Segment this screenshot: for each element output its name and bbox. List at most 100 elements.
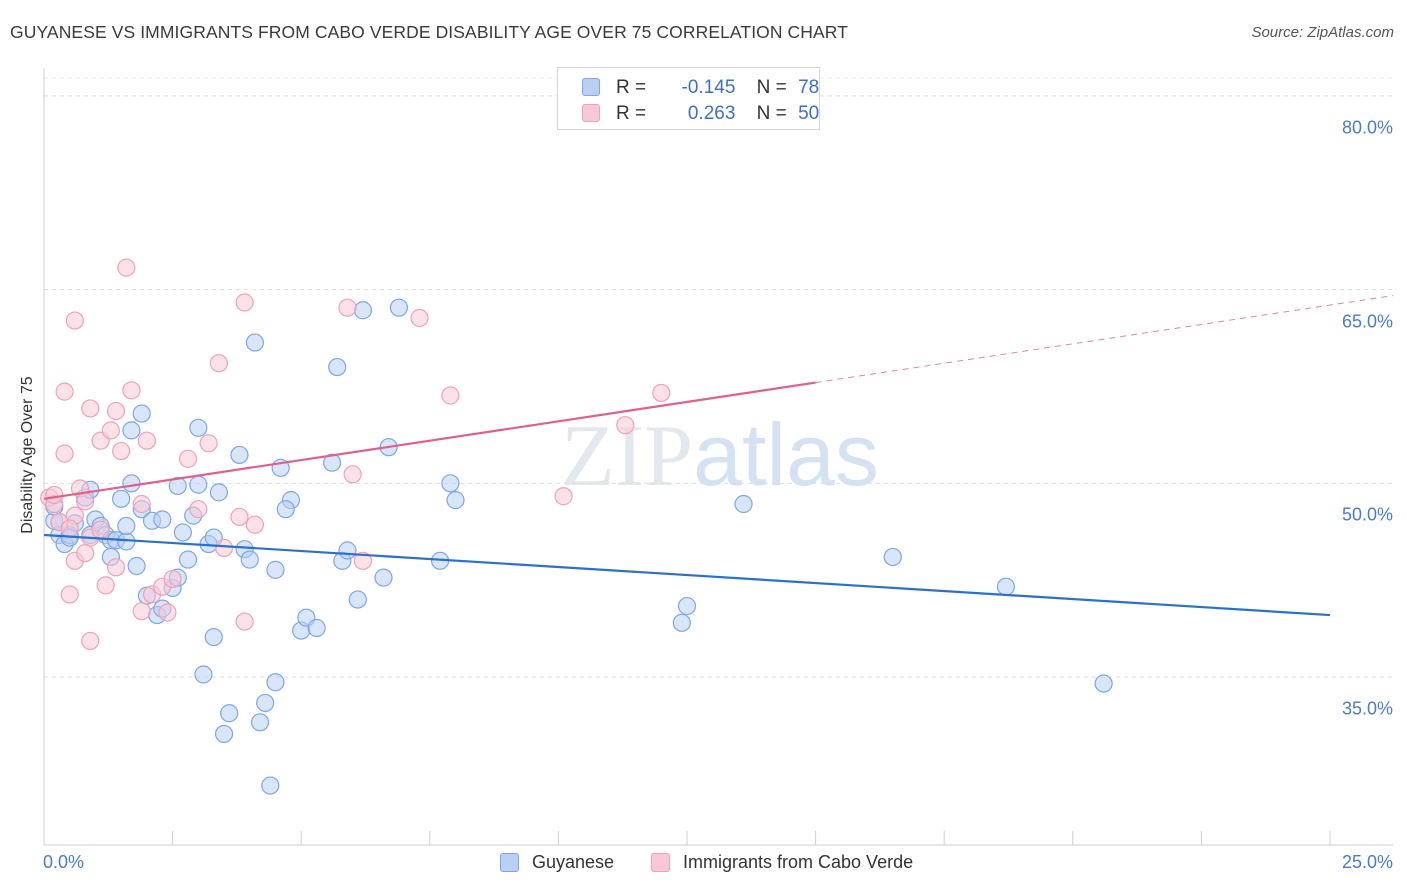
guyanese-point <box>204 627 223 647</box>
cabo-verde-point <box>106 558 126 577</box>
cabo-verde-point <box>117 258 136 277</box>
cabo-verde-trend-line <box>43 381 816 500</box>
guyanese-point <box>672 613 691 632</box>
cabo-verde-point <box>81 631 100 651</box>
guyanese-point <box>168 476 187 496</box>
cabo-verde-point <box>230 507 249 527</box>
guyanese-point <box>883 547 902 567</box>
cabo-verde-point <box>55 382 74 401</box>
cabo-verde-point <box>209 354 228 373</box>
cabo-verde-point <box>410 308 429 328</box>
guyanese-point <box>276 500 295 519</box>
cabo-verde-point <box>554 487 573 506</box>
guyanese-point <box>338 541 357 560</box>
n-label: N = <box>756 103 787 124</box>
cabo-verde-point <box>76 492 95 511</box>
x-tick-label-end: 25.0% <box>1341 852 1393 872</box>
guyanese-point <box>322 453 342 472</box>
guyanese-point <box>214 724 234 744</box>
guyanese-point <box>256 693 275 713</box>
guyanese-point <box>178 550 198 569</box>
watermark: ZIPatlas <box>561 405 879 505</box>
cabo-verde-point <box>122 381 141 400</box>
legend-label: Immigrants from Cabo Verde <box>683 852 914 872</box>
y-tick-label: 35.0% <box>1341 698 1393 719</box>
r-value: -0.145 <box>681 77 736 98</box>
y-tick-label: 50.0% <box>1341 504 1393 525</box>
y-tick-label: 65.0% <box>1341 311 1393 332</box>
cabo-verde-trend-extension <box>815 295 1394 384</box>
cabo-verde-point <box>112 441 131 461</box>
cabo-verde-point <box>76 543 95 563</box>
guyanese-point <box>240 550 259 569</box>
cabo-verde-point <box>163 569 182 589</box>
cabo-verde-point <box>132 494 151 514</box>
guyanese-point <box>389 298 409 317</box>
cabo-verde-point <box>45 485 64 505</box>
cabo-verde-point <box>81 399 100 418</box>
guyanese-point <box>266 560 285 579</box>
n-label: N = <box>756 77 787 98</box>
cabo-verde-point <box>235 612 254 631</box>
legend-label: Guyanese <box>532 852 615 872</box>
cabo-verde-point <box>441 386 460 405</box>
legend-swatch-pink <box>582 104 600 122</box>
cabo-verde-point <box>652 383 671 403</box>
cabo-verde-point <box>178 449 198 468</box>
chart-title: GUYANESE VS IMMIGRANTS FROM CABO VERDE D… <box>10 22 849 42</box>
guyanese-point <box>261 776 280 795</box>
guyanese-point <box>348 590 367 609</box>
guyanese-point <box>194 665 213 684</box>
guyanese-point <box>153 510 172 529</box>
cabo-verde-point <box>235 293 254 312</box>
guyanese-point <box>734 494 753 514</box>
legend-swatch-blue <box>582 78 600 96</box>
guyanese-point <box>173 523 192 542</box>
guyanese-point <box>250 713 270 732</box>
r-value: 0.263 <box>687 103 736 124</box>
legend-swatch-blue <box>500 853 519 872</box>
x-tick-label-start: 0.0% <box>43 852 85 872</box>
cabo-verde-point <box>189 500 208 519</box>
guyanese-point <box>1094 674 1113 693</box>
guyanese-point <box>132 404 151 423</box>
cabo-verde-point <box>338 298 357 317</box>
cabo-verde-point <box>214 538 234 558</box>
guyanese-point <box>122 474 141 493</box>
guyanese-point <box>189 475 208 494</box>
cabo-verde-point <box>91 520 110 539</box>
r-label: R = <box>616 103 647 124</box>
guyanese-point <box>446 491 465 510</box>
guyanese-point <box>220 704 239 723</box>
cabo-verde-point <box>353 551 373 570</box>
legend-swatch-pink <box>651 853 670 872</box>
guyanese-point <box>677 596 697 616</box>
chart-source: Source: ZipAtlas.com <box>1251 24 1394 41</box>
guyanese-point <box>307 618 326 638</box>
n-value: 78 <box>798 77 820 98</box>
guyanese-point <box>117 516 136 536</box>
guyanese-point <box>230 445 249 465</box>
cabo-verde-point <box>96 576 115 595</box>
cabo-verde-point <box>60 585 79 604</box>
y-tick-label: 80.0% <box>1341 117 1393 138</box>
guyanese-point <box>127 556 146 576</box>
guyanese-point <box>353 301 373 320</box>
n-value: 50 <box>798 103 820 124</box>
correlation-legend: R = -0.145 N = 78 R = 0.263 N = 50 <box>557 67 820 130</box>
guyanese-trend-line <box>43 533 1331 617</box>
cabo-verde-point <box>158 603 177 622</box>
cabo-verde-point <box>101 421 120 440</box>
guyanese-point <box>245 333 265 352</box>
guyanese-point <box>112 489 131 508</box>
guyanese-point <box>209 483 228 502</box>
guyanese-point <box>996 577 1016 596</box>
guyanese-point <box>189 418 208 437</box>
cabo-verde-point <box>55 444 74 463</box>
cabo-verde-point <box>245 515 265 534</box>
cabo-verde-point <box>137 431 156 450</box>
guyanese-point <box>328 357 347 377</box>
guyanese-point <box>266 673 285 692</box>
guyanese-point <box>374 568 393 587</box>
cabo-verde-point <box>106 401 126 421</box>
